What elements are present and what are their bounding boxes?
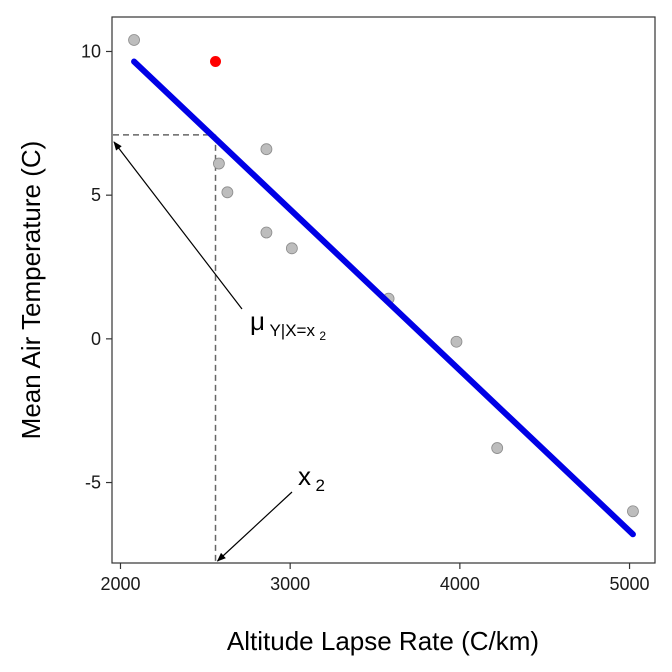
data-point (450, 335, 463, 348)
y-tick-label: 10 (81, 41, 101, 61)
x-tick-label: 5000 (610, 574, 650, 594)
annotation-arrows (113, 141, 293, 562)
data-point (213, 157, 225, 170)
highlight-point (210, 56, 222, 68)
data-points (128, 34, 639, 518)
data-point (627, 505, 639, 518)
x-axis: 2000 3000 4000 5000 (100, 563, 650, 594)
guide-lines (113, 134, 217, 562)
data-point (285, 242, 298, 255)
regression-line (131, 58, 636, 538)
y-tick-label: -5 (85, 473, 101, 493)
x2-symbol: x (298, 461, 311, 491)
x2-subscript: 2 (315, 476, 324, 495)
y-tick-label: 5 (91, 185, 101, 205)
x-tick-label: 3000 (270, 574, 310, 594)
y-axis-title: Mean Air Temperature (C) (16, 141, 46, 440)
data-point (260, 143, 273, 156)
data-point (260, 226, 273, 239)
mu-subscript-sub: 2 (319, 329, 326, 343)
y-tick-label: 0 (91, 329, 101, 349)
data-point (128, 34, 140, 46)
mu-subscript: Y|X=x (269, 321, 315, 340)
mu-arrow (113, 141, 243, 310)
x-axis-title: Altitude Lapse Rate (C/km) (227, 626, 539, 656)
mu-symbol: μ (250, 306, 265, 336)
x-tick-label: 2000 (100, 574, 140, 594)
data-point (221, 186, 234, 199)
data-point (491, 442, 504, 454)
x-tick-label: 4000 (440, 574, 480, 594)
y-axis: -5 0 5 10 (81, 41, 112, 493)
mu-annotation: μ Y|X=x 2 (250, 306, 326, 343)
regression-line-group (131, 58, 636, 538)
x2-arrow (216, 491, 293, 562)
x2-annotation: x 2 (298, 461, 325, 495)
